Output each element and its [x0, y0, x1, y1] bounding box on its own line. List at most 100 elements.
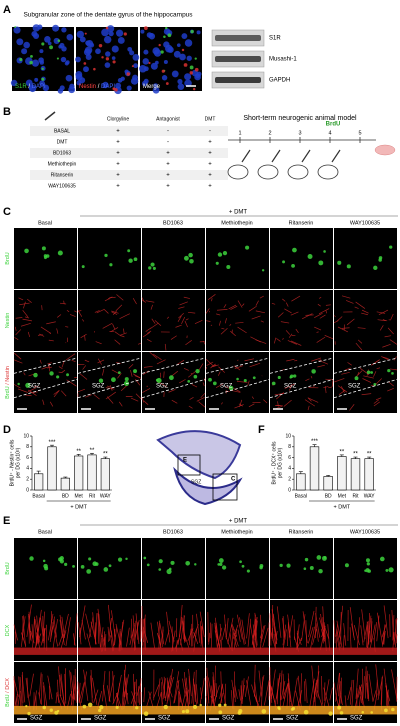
- stain-label-part: /: [28, 84, 30, 90]
- fiber: [200, 687, 202, 699]
- fiber: [249, 362, 261, 368]
- fiber: [231, 624, 237, 648]
- sgz-boundary: [333, 379, 398, 399]
- fiber: [325, 378, 333, 381]
- cell: [39, 60, 45, 65]
- fiber: [114, 626, 118, 646]
- fiber: [309, 626, 315, 651]
- fiber: [47, 675, 53, 700]
- fiber: [337, 326, 349, 333]
- fiber: [282, 629, 287, 650]
- cell: [344, 563, 349, 568]
- cell: [146, 563, 150, 567]
- cell: [241, 564, 245, 568]
- cell: [365, 558, 370, 563]
- cell: [111, 56, 116, 60]
- cell: [222, 250, 228, 256]
- fiber: [184, 679, 189, 708]
- fiber: [77, 622, 82, 645]
- inset-box: [177, 454, 201, 476]
- fiber: [363, 375, 374, 379]
- fiber: [271, 604, 274, 638]
- mouse-icon: [257, 164, 279, 180]
- fiber: [212, 364, 219, 368]
- cell: [289, 376, 293, 379]
- region-label: SGZ: [92, 384, 105, 390]
- cell: [84, 46, 93, 55]
- fiber: [118, 619, 125, 651]
- fiber: [156, 359, 166, 365]
- cell: [126, 85, 132, 91]
- fiber: [134, 620, 137, 651]
- fiber: [382, 356, 389, 360]
- cell: [165, 26, 168, 30]
- table-row-bg: [30, 181, 228, 191]
- column-label: Ritanserin: [289, 529, 314, 535]
- fiber: [150, 304, 153, 310]
- injection-icon: [301, 149, 311, 163]
- fiber: [341, 295, 351, 299]
- fiber: [77, 388, 86, 393]
- fiber: [391, 669, 398, 700]
- stain-label: Nestin: [5, 313, 11, 329]
- fiber: [349, 627, 352, 649]
- fiber: [359, 685, 363, 704]
- fiber: [217, 371, 221, 376]
- fiber: [170, 335, 177, 340]
- fiber: [234, 365, 243, 370]
- fiber: [191, 384, 198, 388]
- fiber: [269, 615, 272, 640]
- fiber: [187, 627, 194, 642]
- cell: [304, 557, 309, 562]
- column-label: WAY100635: [350, 529, 380, 535]
- cell: [47, 41, 52, 46]
- fiber: [335, 630, 338, 650]
- fiber: [236, 381, 248, 383]
- fiber: [314, 326, 322, 331]
- fiber: [284, 308, 292, 314]
- cell: [168, 375, 174, 381]
- cell: [378, 256, 383, 260]
- fiber: [93, 689, 99, 703]
- table-cell: +: [208, 173, 212, 179]
- fiber: [191, 671, 195, 704]
- gcl-band: [14, 647, 77, 655]
- day-label: 3: [298, 130, 301, 136]
- fiber: [391, 609, 394, 640]
- fiber: [263, 399, 268, 404]
- fiber: [21, 632, 26, 646]
- cell: [111, 377, 116, 383]
- fiber: [233, 629, 237, 650]
- cell: [177, 78, 183, 85]
- fiber: [135, 378, 141, 386]
- fiber: [286, 683, 289, 709]
- fiber: [372, 690, 377, 702]
- fiber: [376, 367, 381, 370]
- fiber: [62, 613, 69, 638]
- micrograph: [334, 538, 397, 599]
- stain-label: BrdU / Nestin: [5, 366, 11, 399]
- stain-label: Nestin / DAPI: [79, 84, 115, 90]
- fiber: [370, 618, 373, 643]
- fiber: [27, 331, 30, 338]
- fiber: [57, 679, 59, 703]
- fiber: [174, 679, 180, 704]
- fiber: [116, 294, 124, 301]
- fiber: [141, 299, 147, 303]
- fiber: [261, 676, 264, 708]
- day-label: 1: [238, 130, 241, 136]
- stain-label-part: Merge: [143, 84, 161, 90]
- fiber: [276, 338, 281, 342]
- fiber: [166, 611, 171, 643]
- fiber: [297, 675, 302, 708]
- cell: [192, 704, 198, 710]
- cell: [32, 24, 40, 32]
- y-axis-label: per DG (x10²): [15, 447, 21, 478]
- cell: [33, 372, 38, 378]
- cell: [80, 565, 85, 569]
- fiber: [195, 669, 197, 702]
- cell: [261, 709, 267, 714]
- fiber: [108, 604, 113, 638]
- cell: [108, 564, 112, 568]
- fiber: [40, 326, 52, 334]
